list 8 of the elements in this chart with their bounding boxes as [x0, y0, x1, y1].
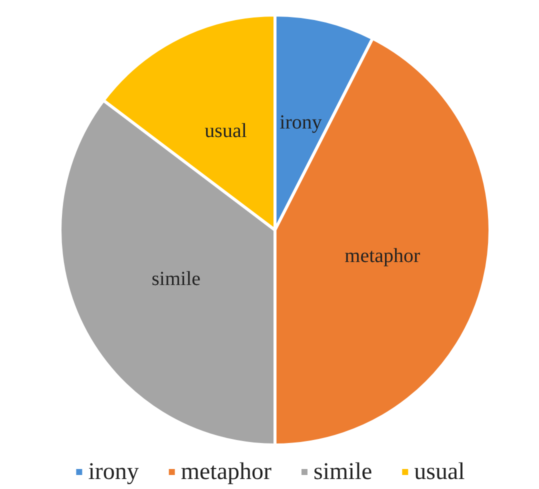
legend-label: irony — [88, 459, 139, 485]
slice-label: metaphor — [344, 244, 421, 267]
legend-label: metaphor — [180, 459, 272, 485]
legend-label: usual — [414, 459, 466, 485]
slice-label: irony — [280, 112, 322, 134]
slice-label: usual — [204, 120, 248, 142]
slice-label: simile — [152, 268, 201, 290]
legend-label: simile — [313, 459, 372, 485]
